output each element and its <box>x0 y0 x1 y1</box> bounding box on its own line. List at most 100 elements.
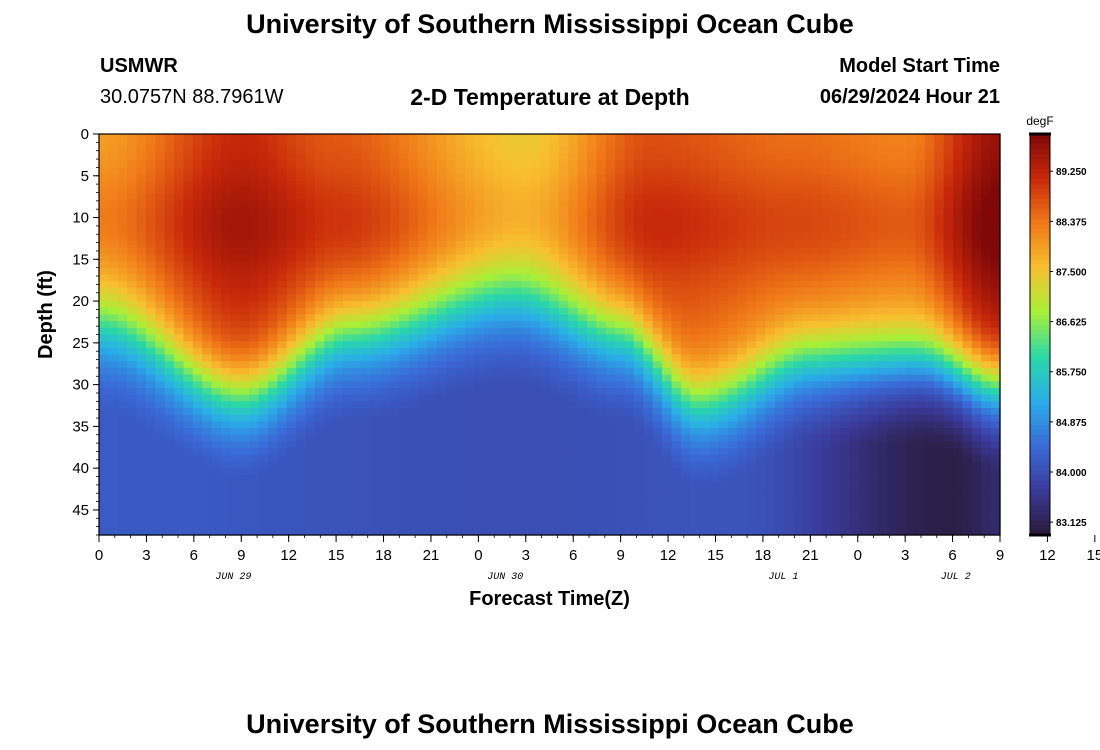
heatmap-cell <box>802 414 813 422</box>
heatmap-cell <box>624 294 635 302</box>
heatmap-cell <box>605 414 616 422</box>
heatmap-cell <box>652 160 663 169</box>
heatmap-cell <box>418 220 429 229</box>
heatmap-cell <box>605 281 616 289</box>
heatmap-cell <box>774 441 785 449</box>
heatmap-cell <box>389 227 400 235</box>
heatmap-cell <box>784 174 795 182</box>
heatmap-cell <box>596 454 607 463</box>
heatmap-cell <box>812 461 823 469</box>
heatmap-cell <box>192 468 203 476</box>
heatmap-cell <box>455 134 466 142</box>
heatmap-cell <box>343 374 354 382</box>
heatmap-cell <box>277 260 288 269</box>
heatmap-cell <box>596 174 607 182</box>
heatmap-cell <box>549 474 560 483</box>
heatmap-cell <box>718 160 729 169</box>
heatmap-cell <box>399 134 410 142</box>
heatmap-cell <box>202 281 213 289</box>
heatmap-cell <box>680 521 691 529</box>
heatmap-cell <box>343 167 354 175</box>
heatmap-cell <box>737 200 748 209</box>
heatmap-cell <box>155 240 166 249</box>
heatmap-cell <box>502 347 513 356</box>
heatmap-cell <box>183 481 194 489</box>
heatmap-cell <box>127 274 138 282</box>
heatmap-cell <box>624 167 635 175</box>
heatmap-cell <box>249 414 260 422</box>
heatmap-cell <box>633 341 644 349</box>
heatmap-cell <box>352 254 363 262</box>
heatmap-cell <box>136 448 147 456</box>
heatmap-cell <box>127 160 138 169</box>
heatmap-cell <box>249 374 260 382</box>
heatmap-cell <box>239 207 250 215</box>
heatmap-cell <box>502 260 513 269</box>
heatmap-cell <box>615 474 626 483</box>
heatmap-cell <box>737 501 748 509</box>
heatmap-cell <box>699 367 710 376</box>
heatmap-cell <box>821 140 832 148</box>
heatmap-cell <box>267 374 278 382</box>
heatmap-cell <box>239 281 250 289</box>
heatmap-cell <box>343 528 354 536</box>
heatmap-cell <box>727 514 738 523</box>
heatmap-cell <box>117 361 128 369</box>
heatmap-cell <box>671 281 682 289</box>
heatmap-cell <box>530 160 541 169</box>
heatmap-cell <box>230 434 241 443</box>
heatmap-cell <box>840 214 851 222</box>
heatmap-cell <box>202 421 213 429</box>
heatmap-cell <box>709 488 720 496</box>
heatmap-cell <box>831 194 842 202</box>
heatmap-cell <box>699 140 710 148</box>
heatmap-cell <box>202 341 213 349</box>
heatmap-cell <box>277 194 288 202</box>
heatmap-cell <box>662 234 673 242</box>
heatmap-cell <box>474 394 485 402</box>
heatmap-cell <box>774 301 785 309</box>
heatmap-cell <box>709 401 720 409</box>
heatmap-cell <box>831 187 842 195</box>
heatmap-cell <box>755 508 766 516</box>
heatmap-cell <box>174 361 185 369</box>
heatmap-cell <box>868 501 879 509</box>
heatmap-cell <box>633 207 644 215</box>
heatmap-cell <box>108 301 119 309</box>
heatmap-cell <box>558 408 569 416</box>
heatmap-cell <box>549 408 560 416</box>
heatmap-cell <box>267 160 278 169</box>
heatmap-cell <box>389 434 400 443</box>
heatmap-cell <box>127 240 138 249</box>
heatmap-cell <box>577 374 588 382</box>
heatmap-cell <box>812 528 823 536</box>
heatmap-cell <box>145 387 156 396</box>
heatmap-cell <box>108 521 119 529</box>
heatmap-cell <box>286 367 297 376</box>
heatmap-cell <box>671 327 682 336</box>
heatmap-cell <box>267 321 278 329</box>
heatmap-cell <box>868 214 879 222</box>
heatmap-cell <box>859 448 870 456</box>
heatmap-cell <box>314 200 325 209</box>
heatmap-cell <box>286 287 297 295</box>
heatmap-cell <box>859 220 870 229</box>
heatmap-cell <box>249 294 260 302</box>
heatmap-cell <box>108 374 119 382</box>
heatmap-cell <box>568 301 579 309</box>
heatmap-cell <box>718 367 729 376</box>
heatmap-cell <box>211 147 222 155</box>
heatmap-cell <box>399 274 410 282</box>
heatmap-cell <box>418 521 429 529</box>
heatmap-cell <box>108 154 119 162</box>
heatmap-cell <box>202 234 213 242</box>
heatmap-cell <box>577 294 588 302</box>
heatmap-cell <box>549 468 560 476</box>
heatmap-cell <box>389 334 400 342</box>
heatmap-cell <box>493 461 504 469</box>
heatmap-cell <box>530 334 541 342</box>
heatmap-cell <box>427 134 438 142</box>
heatmap-cell <box>211 468 222 476</box>
heatmap-cell <box>221 341 231 349</box>
heatmap-cell <box>502 247 513 255</box>
